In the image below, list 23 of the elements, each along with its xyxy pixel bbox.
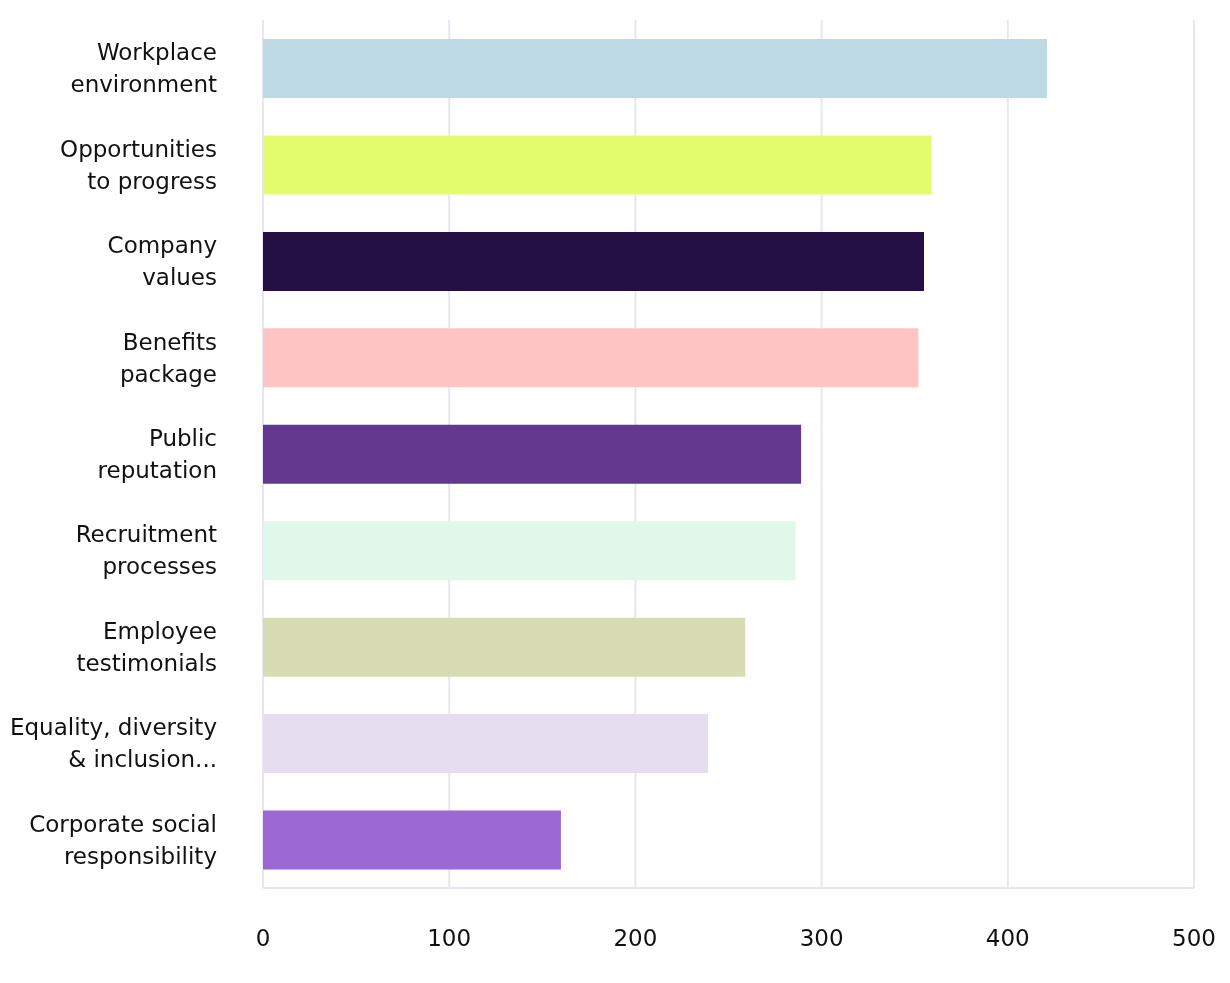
bar bbox=[263, 135, 932, 195]
x-tick-label: 200 bbox=[613, 925, 658, 952]
y-tick-label: Opportunities to progress bbox=[60, 135, 217, 194]
bar bbox=[263, 424, 802, 484]
bar bbox=[263, 231, 925, 291]
y-tick-label: Employee testimonials bbox=[76, 617, 217, 676]
bar bbox=[263, 39, 1047, 98]
x-tick-label: 100 bbox=[427, 925, 472, 952]
bar bbox=[263, 328, 919, 388]
y-tick-label: Recruitment processes bbox=[75, 521, 217, 580]
x-tick-label: 300 bbox=[799, 925, 844, 952]
bar bbox=[263, 617, 746, 677]
bar bbox=[263, 810, 561, 870]
x-tick-label: 500 bbox=[1172, 925, 1216, 952]
x-tick-label: 0 bbox=[255, 925, 271, 952]
y-tick-label: Equality, diversity & inclusion... bbox=[9, 714, 217, 773]
y-tick-label: Workplace environment bbox=[70, 39, 217, 98]
bar bbox=[263, 521, 796, 581]
y-tick-label: Corporate social responsibility bbox=[29, 810, 217, 869]
y-tick-label: Public reputation bbox=[97, 425, 217, 483]
y-tick-label: Benefits package bbox=[119, 328, 217, 387]
x-tick-label: 400 bbox=[985, 925, 1030, 952]
y-tick-label: Company values bbox=[107, 232, 217, 291]
